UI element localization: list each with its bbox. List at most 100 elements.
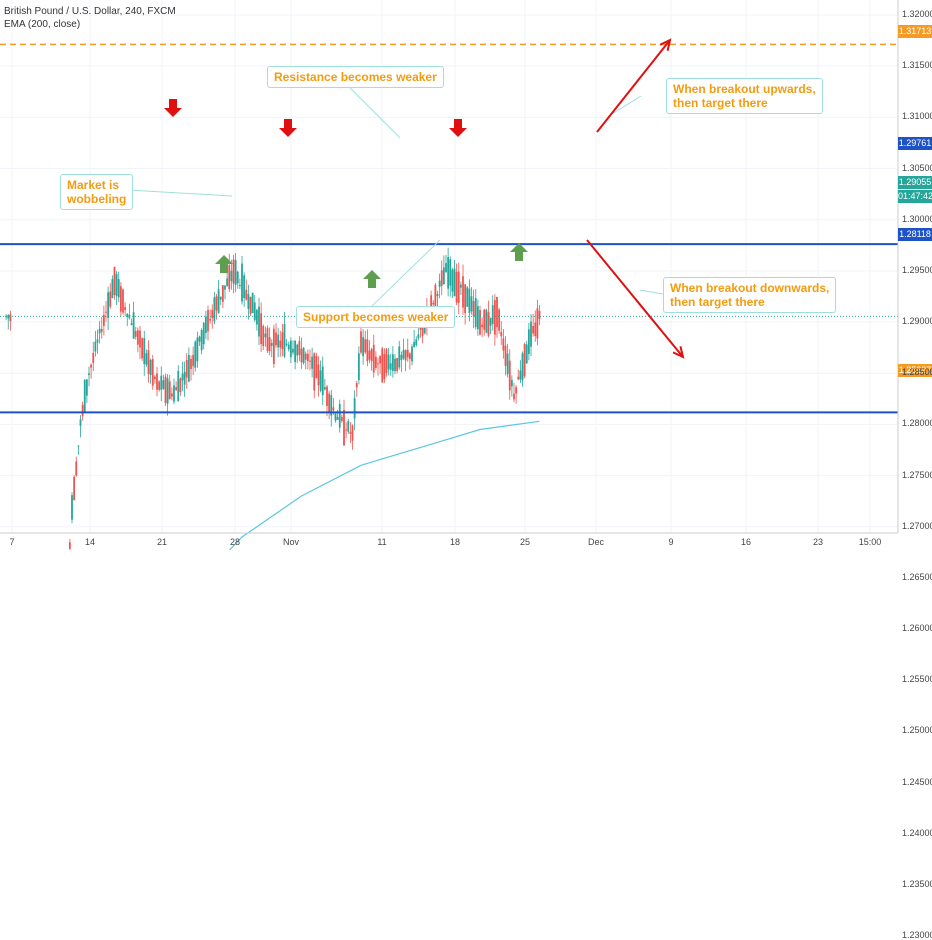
candle <box>370 347 373 371</box>
candle <box>107 286 110 331</box>
breakout-down-line2: then target there <box>670 295 765 309</box>
candle-body <box>279 340 282 348</box>
candle <box>207 305 209 341</box>
candle <box>472 289 475 329</box>
candle-body <box>496 297 498 328</box>
breakout-up-line1: When breakout upwards, <box>673 82 816 96</box>
market-wobbling-note[interactable]: Market is wobbeling <box>60 174 134 210</box>
candle <box>491 295 494 331</box>
candle-body <box>181 373 184 381</box>
candle-body <box>442 267 445 285</box>
candle <box>79 415 82 438</box>
candle <box>289 337 292 364</box>
candle <box>345 422 348 439</box>
candle-body <box>455 271 458 303</box>
breakout-down-arrow <box>586 239 685 359</box>
candle-body <box>122 289 124 313</box>
breakout-up-note[interactable]: When breakout upwards, then target there <box>666 78 823 114</box>
candle-body <box>294 340 297 363</box>
candle-body <box>306 353 309 362</box>
candle-body <box>430 295 433 314</box>
candle <box>85 379 88 404</box>
candle <box>313 352 316 399</box>
candle-body <box>389 363 392 370</box>
price-tick-label: 1.31500 <box>902 60 932 71</box>
wobble-callout-connector <box>127 189 233 197</box>
candle-body <box>130 323 133 325</box>
candle <box>94 330 97 357</box>
candle-body <box>411 346 413 362</box>
candle <box>470 287 473 315</box>
price-tick-label: 1.32000 <box>902 9 932 19</box>
candle-body <box>415 339 418 346</box>
candles-group <box>5 247 541 550</box>
candle <box>534 310 537 342</box>
candle-body <box>92 352 95 363</box>
candle-body <box>302 347 305 364</box>
candle <box>90 363 93 379</box>
candle <box>525 340 528 364</box>
candle <box>281 323 284 357</box>
candle <box>440 260 443 296</box>
candle <box>270 339 273 358</box>
candle-body <box>326 386 328 407</box>
candle <box>340 414 343 423</box>
drawing-tools[interactable] <box>127 38 685 359</box>
candle <box>287 341 290 352</box>
price-tick-label: 1.30500 <box>902 162 932 173</box>
candle <box>459 281 462 295</box>
candle <box>321 356 324 405</box>
candle-body <box>493 300 496 335</box>
candle-body <box>438 280 441 287</box>
resistance-touch-arrow-icon-shape <box>164 99 182 117</box>
candle <box>272 324 275 368</box>
candle-body <box>126 313 129 318</box>
candle <box>394 354 396 375</box>
candle <box>483 308 486 336</box>
candle-body <box>445 263 447 273</box>
candle <box>447 247 450 297</box>
time-tick-label: 7 <box>9 537 15 547</box>
candle <box>504 336 507 376</box>
candle <box>374 351 377 371</box>
candle-body <box>534 322 537 337</box>
candle-body <box>236 271 239 284</box>
candle <box>255 308 258 331</box>
candle <box>143 330 146 376</box>
resistance-weaker-note[interactable]: Resistance becomes weaker <box>267 66 444 88</box>
candle <box>485 308 488 334</box>
candle <box>249 296 252 317</box>
candle-body <box>134 331 137 337</box>
support-weaker-note[interactable]: Support becomes weaker <box>296 306 456 328</box>
candle <box>134 326 137 340</box>
candle <box>474 288 477 330</box>
candle <box>126 313 129 327</box>
candle-body <box>156 373 158 390</box>
candle <box>266 325 269 354</box>
candle <box>122 288 124 315</box>
candle <box>309 349 311 371</box>
candle <box>464 284 467 325</box>
candle <box>177 365 180 402</box>
market-wobbling-line2: wobbeling <box>67 192 127 206</box>
candle-body <box>336 417 339 420</box>
indicator-legend[interactable]: EMA (200, close) <box>4 19 81 30</box>
candle-body <box>275 332 277 346</box>
candle <box>377 357 379 376</box>
candle-body <box>353 398 356 419</box>
candle-body <box>398 346 401 368</box>
breakout-up-arrow-head <box>659 38 672 51</box>
candle-body <box>107 292 110 318</box>
candle <box>241 255 243 305</box>
candle <box>202 321 205 350</box>
candle-body <box>355 383 358 388</box>
candle <box>268 327 271 356</box>
candle <box>493 294 496 346</box>
breakout-down-note[interactable]: When breakout downwards, then target the… <box>663 277 837 313</box>
candle-body <box>449 259 452 286</box>
candle-body <box>226 278 229 286</box>
candle-body <box>349 431 352 434</box>
candle-body <box>241 263 243 302</box>
candle-body <box>96 339 99 343</box>
candle-body <box>111 279 114 298</box>
